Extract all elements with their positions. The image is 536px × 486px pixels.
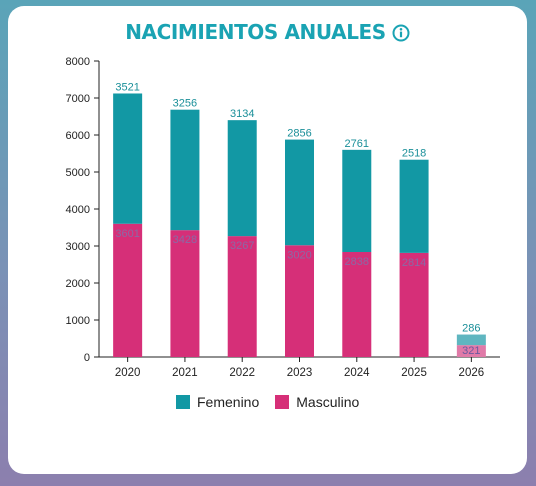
y-tick-label: 6000	[66, 130, 90, 142]
bar-femenino-2020	[113, 93, 143, 224]
legend-item-masculino[interactable]: Masculino	[275, 394, 359, 410]
data-label-masculino: 3428	[173, 234, 197, 246]
bar-femenino-2024	[342, 149, 372, 252]
bar-masculino-2021	[170, 230, 200, 357]
y-tick-label: 7000	[66, 93, 90, 105]
bar-masculino-2026	[456, 345, 486, 357]
y-tick-label: 2000	[66, 278, 90, 290]
data-label-femenino: 3134	[230, 108, 254, 120]
data-label-masculino: 3267	[230, 240, 254, 252]
chart-title: NACIMIENTOS ANUALES	[125, 20, 386, 44]
y-tick-label: 4000	[66, 204, 90, 216]
bar-femenino-2021	[170, 109, 200, 231]
x-tick-label: 2022	[229, 367, 255, 379]
x-tick-label: 2024	[344, 367, 370, 379]
bar-masculino-2023	[285, 245, 314, 357]
info-circle-icon[interactable]	[392, 24, 410, 42]
data-label-masculino: 2838	[345, 256, 369, 268]
x-tick-label: 2023	[287, 367, 313, 379]
x-tick-label: 2021	[172, 367, 198, 379]
bar-femenino-2025	[399, 159, 429, 253]
legend-label-masculino: Masculino	[296, 394, 360, 410]
data-label-femenino: 3256	[173, 98, 197, 110]
x-tick-label: 2025	[401, 367, 427, 379]
stacked-bar-chart: 0 1000 2000 3000 4000 5000 6000 7000 8000 2020 352…	[66, 56, 500, 379]
y-tick-label: 0	[84, 352, 90, 364]
data-label-femenino: 286	[462, 323, 480, 335]
data-label-femenino: 2856	[287, 128, 311, 140]
bar-masculino-2025	[399, 252, 429, 357]
femenino-swatch	[176, 395, 190, 409]
title-row: NACIMIENTOS ANUALES	[8, 16, 527, 48]
data-label-femenino: 2518	[402, 148, 426, 160]
data-label-masculino: 3601	[115, 228, 139, 240]
y-tick-label: 5000	[66, 167, 90, 179]
x-tick-label: 2026	[459, 367, 485, 379]
bar-masculino-2022	[227, 236, 257, 357]
legend: Femenino Masculino	[176, 394, 367, 410]
data-label-masculino: 3020	[287, 249, 311, 261]
bar-femenino-2023	[285, 139, 314, 246]
bar-masculino-2020	[113, 223, 143, 357]
masculino-swatch	[275, 395, 290, 409]
x-tick-label: 2020	[115, 367, 141, 379]
y-tick-label: 8000	[66, 56, 90, 68]
bar-femenino-2022	[227, 120, 257, 237]
bar-femenino-2026	[456, 334, 486, 346]
data-label-femenino: 3521	[115, 81, 139, 93]
legend-item-femenino[interactable]: Femenino	[176, 394, 259, 410]
data-label-femenino: 2761	[345, 138, 369, 150]
y-tick-label: 3000	[66, 241, 90, 253]
chart-card: NACIMIENTOS ANUALES 0 1000 2000 3000 4000 500…	[8, 6, 527, 474]
bar-masculino-2024	[342, 251, 372, 357]
legend-label-femenino: Femenino	[197, 394, 260, 410]
data-label-masculino: 2814	[402, 257, 426, 269]
data-label-masculino: 321	[462, 345, 480, 357]
y-tick-label: 1000	[66, 315, 90, 327]
